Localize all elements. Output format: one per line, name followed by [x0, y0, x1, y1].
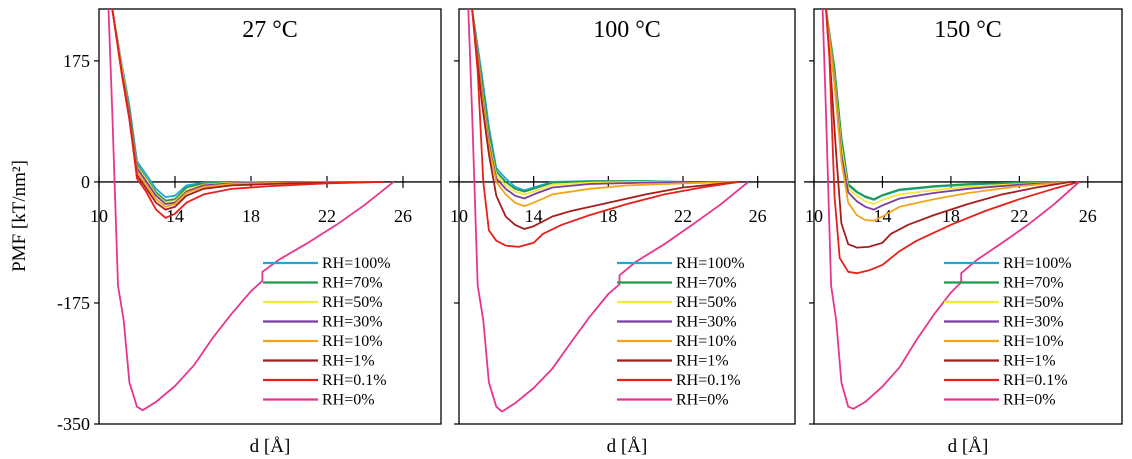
legend-entry: RH=0.1%: [676, 372, 741, 389]
x-tick-label: 10: [805, 206, 823, 226]
series-line-rh-0: [821, 9, 1080, 410]
y-tick-label: -175: [57, 293, 90, 313]
legend-entry: RH=10%: [322, 333, 383, 350]
legend-entry: RH=0.1%: [322, 372, 387, 389]
legend-entry: RH=0%: [676, 392, 729, 409]
legend-entry: RH=10%: [676, 333, 737, 350]
y-tick-label: 175: [63, 51, 90, 71]
legend-entry: RH=100%: [676, 255, 745, 272]
series-line-rh-0-1: [111, 9, 385, 219]
legend-entry: RH=30%: [1003, 314, 1064, 331]
y-tick-label: 0: [81, 172, 90, 192]
plot-frame: [458, 8, 796, 425]
legend: RH=100% RH=70% RH=50% RH=30% RH=10% RH=1% RH=0…: [263, 255, 391, 409]
x-tick-label: 26: [394, 206, 412, 226]
legend-entry: RH=1%: [322, 353, 375, 370]
plot-frame: [98, 8, 442, 425]
series-line-rh-0-1: [825, 9, 1080, 275]
legend-entry: RH=50%: [1003, 294, 1064, 311]
x-tick-label: 14: [166, 206, 184, 226]
series-line-rh-70: [825, 9, 1071, 201]
x-tick-label: 22: [318, 206, 336, 226]
legend-entry: RH=50%: [322, 294, 383, 311]
series-lines: [107, 9, 395, 412]
legend-entry: RH=30%: [322, 314, 383, 331]
x-tick-label: 10: [450, 206, 468, 226]
series-line-rh-10: [471, 9, 740, 207]
legend-entry: RH=70%: [1003, 275, 1064, 292]
x-tick-label: 10: [90, 206, 108, 226]
legend: RH=100% RH=70% RH=50% RH=30% RH=10% RH=1% RH=0…: [617, 255, 745, 409]
x-tick-label: 18: [242, 206, 260, 226]
legend-entry: RH=100%: [1003, 255, 1072, 272]
chart-title: 100 °C: [593, 17, 661, 43]
legend-entry: RH=1%: [676, 353, 729, 370]
x-axis-label: d [Å]: [250, 436, 291, 457]
x-tick-label: 22: [1010, 206, 1028, 226]
series-line-rh-0: [107, 9, 395, 412]
series-lines: [821, 9, 1080, 410]
legend-entry: RH=100%: [322, 255, 391, 272]
legend-entry: RH=0%: [1003, 392, 1056, 409]
x-tick-label: 26: [749, 206, 767, 226]
legend-entry: RH=0%: [322, 392, 375, 409]
series-lines: [467, 9, 749, 413]
series-line-rh-0-1: [471, 9, 740, 248]
chart-title: 150 °C: [934, 17, 1002, 43]
series-line-rh-1: [471, 9, 740, 230]
chart-title: 27 °C: [242, 17, 298, 43]
legend-entry: RH=1%: [1003, 353, 1056, 370]
legend-entry: RH=10%: [1003, 333, 1064, 350]
plot-frame: [813, 8, 1123, 425]
y-tick-label: -350: [57, 414, 90, 434]
y-axis-label: PMF [kT/nm²]: [9, 160, 30, 272]
legend: RH=100% RH=70% RH=50% RH=30% RH=10% RH=1% RH=0…: [944, 255, 1072, 409]
x-tick-label: 26: [1079, 206, 1097, 226]
series-line-rh-0: [467, 9, 749, 413]
x-axis-label: d [Å]: [948, 436, 989, 457]
x-tick-label: 14: [525, 206, 543, 226]
series-line-rh-1: [825, 9, 1071, 249]
legend-entry: RH=30%: [676, 314, 737, 331]
x-axis-label: d [Å]: [607, 436, 648, 457]
legend-entry: RH=50%: [676, 294, 737, 311]
legend-entry: RH=70%: [676, 275, 737, 292]
x-tick-label: 22: [674, 206, 692, 226]
legend-entry: RH=70%: [322, 275, 383, 292]
legend-entry: RH=0.1%: [1003, 372, 1068, 389]
series-line-rh-10: [825, 9, 1071, 222]
